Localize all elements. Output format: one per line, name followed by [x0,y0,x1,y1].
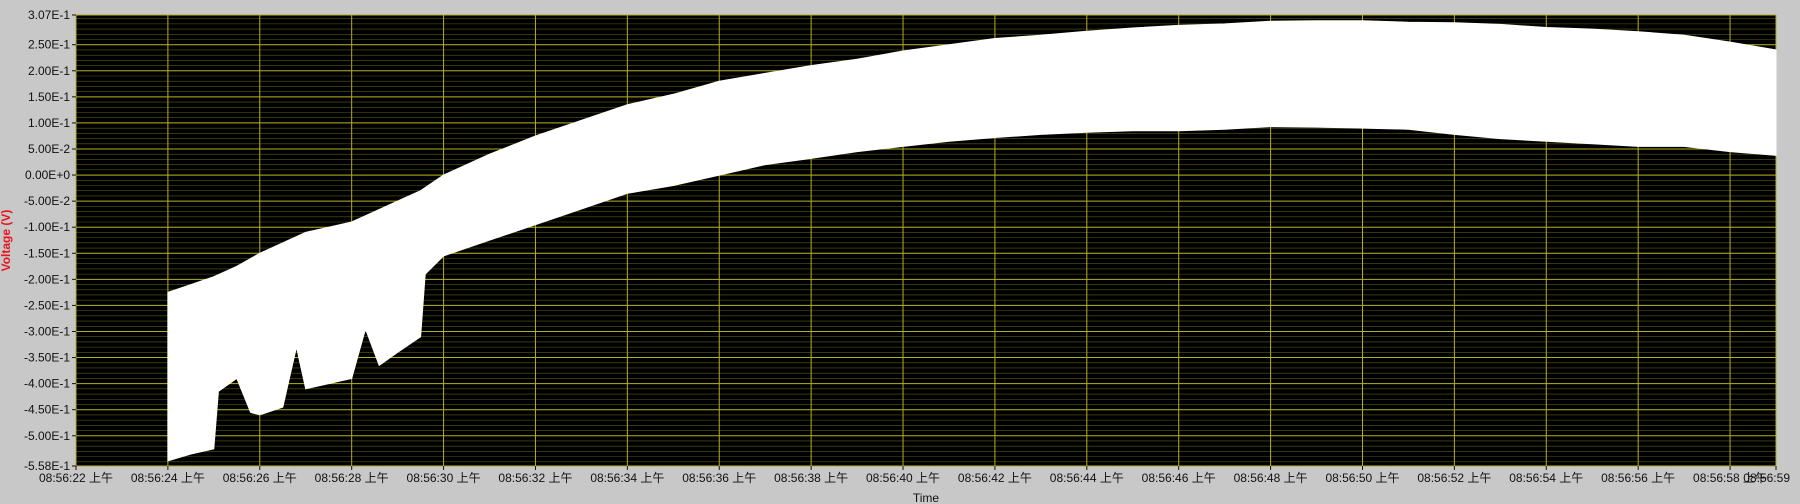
y-tick-label: 2.00E-1 [28,64,70,78]
y-tick-label: 1.00E-1 [28,116,70,130]
y-axis-title: Voltage (V) [0,210,13,272]
y-tick-label: -1.00E-1 [24,220,70,234]
y-tick-label: -1.50E-1 [24,246,70,260]
x-tick-label: 08:56:38 上午 [774,471,848,485]
y-tick-label: -5.00E-1 [24,429,70,443]
x-tick-label: 08:56:48 上午 [1234,471,1308,485]
y-axis-ticks: 3.07E-1 2.50E-1 2.00E-1 1.50E-1 1.00E-1 5.00E… [24,8,76,473]
y-tick-label: 3.07E-1 [28,8,70,22]
x-tick-label: 08:56:26 上午 [223,471,297,485]
y-tick-label: 0.00E+0 [25,168,70,182]
x-tick-label: 08:56:58 上午 [1693,471,1767,485]
x-tick-label: 08:56:44 上午 [1050,471,1124,485]
x-tick-label: 08:56:30 上午 [407,471,481,485]
x-tick-label: 08:56:56 上午 [1601,471,1675,485]
x-tick-label: 08:56:36 上午 [682,471,756,485]
x-tick-label: 08:56:42 上午 [958,471,1032,485]
x-axis-ticks: 08:56:22 上午 08:56:24 上午 08:56:26 上午 08:56:2… [39,466,1790,485]
y-tick-label: 2.50E-1 [28,38,70,52]
x-tick-label: 08:56:22 上午 [39,471,113,485]
y-tick-label: -3.00E-1 [24,324,70,338]
y-tick-label: -2.50E-1 [24,298,70,312]
y-tick-label: -4.50E-1 [24,403,70,417]
x-tick-label: 08:56:54 上午 [1509,471,1583,485]
signal-band [167,20,1777,462]
x-tick-label: 08:56:24 上午 [131,471,205,485]
x-tick-label: 08:56:59 [1743,471,1790,485]
y-tick-label: 5.00E-2 [28,142,70,156]
x-tick-label: 08:56:32 上午 [498,471,572,485]
x-axis-title: Time [913,491,940,504]
x-tick-label: 08:56:50 上午 [1325,471,1399,485]
x-tick-label: 08:56:52 上午 [1417,471,1491,485]
x-tick-label: 08:56:40 上午 [866,471,940,485]
y-tick-label: -4.00E-1 [24,377,70,391]
x-tick-label: 08:56:34 上午 [590,471,664,485]
y-tick-label: 1.50E-1 [28,90,70,104]
x-tick-label: 08:56:28 上午 [315,471,389,485]
x-tick-label: 08:56:46 上午 [1142,471,1216,485]
y-tick-label: -5.00E-2 [24,194,70,208]
y-tick-label: -3.50E-1 [24,351,70,365]
y-tick-label: -5.58E-1 [24,459,70,473]
y-tick-label: -2.00E-1 [24,272,70,286]
